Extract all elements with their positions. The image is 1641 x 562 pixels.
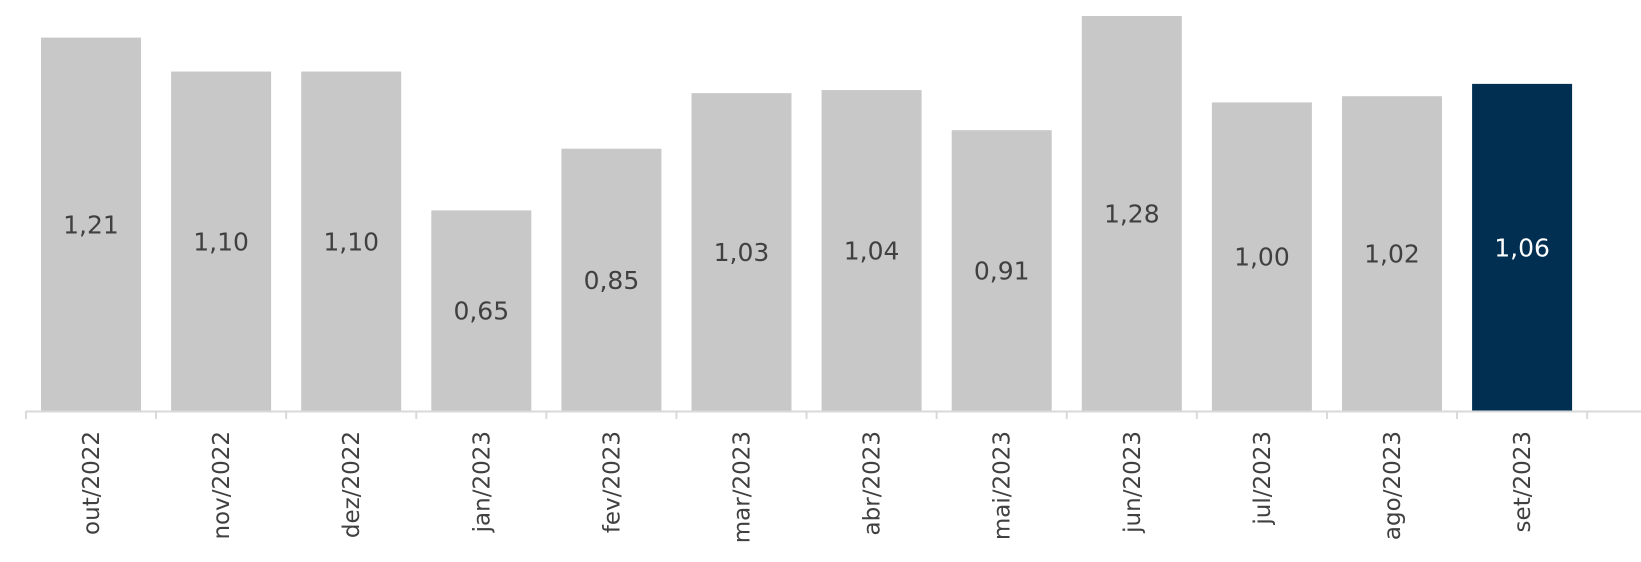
bar-jan-2023 (431, 210, 532, 411)
bar-mar-2023 (691, 93, 792, 411)
x-tick-label: set/2023 (1510, 431, 1536, 532)
bar-value-label: 1,00 (1234, 243, 1290, 272)
bar-jul-2023 (1211, 102, 1312, 412)
bar-value-label: 1,10 (323, 227, 379, 256)
x-tick-label: ago/2023 (1380, 431, 1406, 540)
x-tick-label: abr/2023 (860, 431, 886, 535)
x-tick-label: fev/2023 (599, 431, 625, 533)
bar-value-label: 1,21 (63, 210, 119, 239)
x-tick-label: nov/2022 (209, 431, 235, 540)
bar-abr-2023 (821, 90, 922, 411)
bar-set-2023 (1472, 83, 1573, 411)
bar-value-label: 1,04 (844, 237, 900, 266)
bar-value-label: 1,28 (1104, 199, 1160, 228)
bar-value-label: 0,85 (584, 266, 640, 295)
value-labels: 1,21 1,10 1,10 0,65 0,85 1,03 1,04 0,91 1,28 1,00… (63, 199, 1550, 325)
bar-value-label: 1,10 (193, 227, 249, 256)
bar-value-label: 1,03 (714, 238, 770, 267)
bars (41, 15, 1573, 412)
bar-value-label: 0,65 (453, 297, 509, 326)
bar-value-label: 1,06 (1494, 233, 1550, 262)
x-axis (24, 410, 1641, 419)
bar-dez-2022 (301, 71, 402, 411)
bar-fev-2023 (561, 148, 662, 411)
x-tick-label: mar/2023 (730, 431, 756, 543)
x-tick-label: dez/2022 (339, 431, 365, 538)
bar-jun-2023 (1081, 15, 1182, 411)
x-tick-label: jul/2023 (1250, 431, 1276, 526)
bar-ago-2023 (1342, 96, 1442, 411)
x-tick-label: jun/2023 (1120, 431, 1146, 534)
x-tick-label: mai/2023 (990, 431, 1016, 540)
bar-value-label: 1,02 (1364, 240, 1420, 269)
bar-value-label: 0,91 (974, 257, 1030, 286)
x-tick-label: out/2022 (79, 431, 105, 535)
x-tick-label: jan/2023 (469, 431, 495, 533)
bar-mai-2023 (951, 130, 1052, 411)
x-tick-labels: out/2022 nov/2022 dez/2022 jan/2023 fev/2023… (79, 431, 1536, 543)
bar-nov-2022 (171, 71, 272, 411)
bar-out-2022 (41, 37, 141, 412)
